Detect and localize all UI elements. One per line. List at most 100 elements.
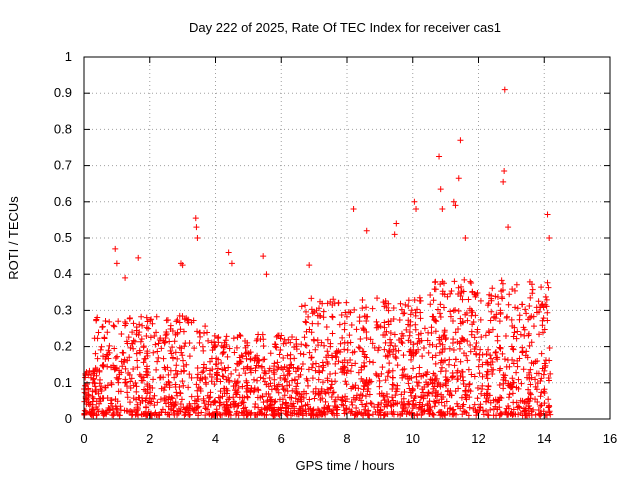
data-point: [99, 324, 106, 331]
data-point: [342, 378, 349, 385]
data-point: [487, 406, 494, 413]
data-point: [266, 365, 273, 372]
data-point: [402, 301, 409, 308]
data-point: [526, 303, 533, 310]
data-point: [457, 358, 464, 365]
data-point: [97, 346, 104, 353]
data-point: [411, 395, 418, 402]
data-point: [297, 371, 304, 378]
data-point: [165, 396, 172, 403]
data-point: [261, 356, 268, 363]
data-point: [179, 378, 186, 385]
data-point: [464, 317, 471, 324]
data-point: [260, 375, 267, 382]
y-axis-label: ROTI / TECUs: [6, 196, 21, 280]
grid: [84, 57, 610, 419]
data-point: [387, 330, 394, 337]
data-point: [166, 393, 173, 400]
data-point: [213, 411, 220, 418]
data-point: [359, 297, 366, 304]
data-point: [104, 351, 111, 358]
data-point: [325, 402, 332, 409]
data-point: [449, 406, 456, 413]
data-point: [336, 321, 343, 328]
data-point: [415, 379, 422, 386]
data-point: [271, 376, 278, 383]
data-point: [171, 338, 178, 345]
data-point: [303, 319, 310, 326]
x-tick-label: 14: [537, 431, 551, 446]
data-point: [196, 339, 203, 346]
data-point: [460, 350, 467, 357]
data-point: [436, 153, 443, 160]
data-point: [543, 296, 550, 303]
data-point: [540, 371, 547, 378]
data-point: [455, 326, 462, 333]
data-point: [306, 396, 313, 403]
data-point: [494, 333, 501, 340]
data-point: [252, 354, 259, 361]
data-point: [498, 277, 505, 284]
data-point: [272, 398, 279, 405]
data-point: [400, 403, 407, 410]
data-point: [324, 336, 331, 343]
data-point: [432, 376, 439, 383]
data-point: [211, 381, 218, 388]
data-point: [130, 366, 137, 373]
data-point: [130, 320, 137, 327]
data-point: [298, 303, 305, 310]
data-point: [388, 339, 395, 346]
data-point: [170, 410, 177, 417]
data-point: [133, 383, 140, 390]
data-point: [274, 359, 281, 366]
data-point: [425, 349, 432, 356]
data-point: [242, 404, 249, 411]
data-point: [324, 386, 331, 393]
data-point: [144, 372, 151, 379]
data-point: [447, 404, 454, 411]
data-point: [467, 278, 474, 285]
data-point: [163, 330, 170, 337]
data-point: [505, 394, 512, 401]
data-point: [300, 351, 307, 358]
data-point: [321, 342, 328, 349]
data-point: [203, 365, 210, 372]
data-point: [447, 313, 454, 320]
data-point: [260, 253, 267, 260]
data-point: [346, 406, 353, 413]
data-point: [432, 352, 439, 359]
data-point: [345, 308, 352, 315]
data-point: [451, 362, 458, 369]
data-point: [138, 373, 145, 380]
data-point: [535, 298, 542, 305]
data-point: [290, 364, 297, 371]
data-point: [516, 312, 523, 319]
data-point: [141, 386, 148, 393]
data-point: [542, 411, 549, 418]
data-point: [214, 335, 221, 342]
data-point: [401, 310, 408, 317]
data-point: [235, 385, 242, 392]
data-point: [375, 324, 382, 331]
data-point: [438, 364, 445, 371]
data-point: [446, 391, 453, 398]
data-point: [341, 357, 348, 364]
data-point: [528, 408, 535, 415]
data-point: [312, 346, 319, 353]
data-point: [86, 401, 93, 408]
data-point: [449, 340, 456, 347]
data-point: [223, 410, 230, 417]
data-point: [452, 329, 459, 336]
data-point: [334, 349, 341, 356]
data-point: [493, 412, 500, 419]
data-point: [248, 385, 255, 392]
data-point: [202, 375, 209, 382]
data-point: [377, 323, 384, 330]
data-point: [279, 396, 286, 403]
data-point: [362, 393, 369, 400]
data-point: [389, 374, 396, 381]
data-point: [151, 333, 158, 340]
data-point: [438, 399, 445, 406]
data-point: [367, 336, 374, 343]
data-point: [431, 279, 438, 286]
